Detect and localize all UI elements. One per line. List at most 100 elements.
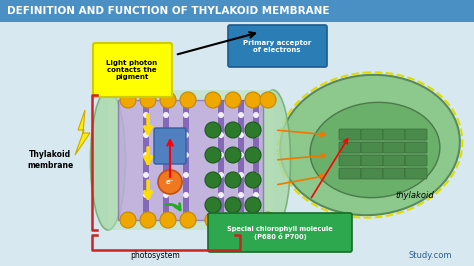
FancyBboxPatch shape — [228, 25, 327, 67]
Ellipse shape — [280, 75, 460, 215]
Circle shape — [140, 212, 156, 228]
Circle shape — [253, 132, 259, 138]
Circle shape — [245, 147, 261, 163]
FancyArrowPatch shape — [166, 204, 180, 210]
Circle shape — [158, 170, 182, 194]
Text: Thylakoid
membrane: Thylakoid membrane — [27, 150, 73, 170]
Circle shape — [143, 192, 149, 198]
FancyBboxPatch shape — [361, 129, 383, 140]
Circle shape — [225, 172, 241, 188]
FancyBboxPatch shape — [154, 128, 186, 164]
FancyBboxPatch shape — [361, 168, 383, 179]
Circle shape — [253, 112, 259, 118]
Text: thylakoid: thylakoid — [395, 190, 434, 200]
Circle shape — [183, 132, 189, 138]
Circle shape — [245, 122, 261, 138]
Circle shape — [245, 172, 261, 188]
Bar — [163, 100, 169, 220]
Circle shape — [253, 192, 259, 198]
FancyBboxPatch shape — [339, 155, 361, 166]
Circle shape — [253, 152, 259, 158]
Circle shape — [245, 92, 261, 108]
Circle shape — [225, 122, 241, 138]
Circle shape — [218, 152, 224, 158]
Bar — [183, 100, 189, 220]
Circle shape — [205, 122, 221, 138]
Circle shape — [238, 132, 244, 138]
Text: DEFINITION AND FUNCTION OF THYLAKOID MEMBRANE: DEFINITION AND FUNCTION OF THYLAKOID MEM… — [7, 6, 329, 16]
Circle shape — [218, 112, 224, 118]
Circle shape — [238, 112, 244, 118]
Circle shape — [238, 172, 244, 178]
FancyBboxPatch shape — [383, 168, 405, 179]
FancyBboxPatch shape — [383, 142, 405, 153]
Ellipse shape — [310, 102, 440, 198]
Circle shape — [238, 212, 244, 218]
Ellipse shape — [91, 90, 126, 230]
Circle shape — [163, 192, 169, 198]
Text: Special chlorophyll molecule
(P680 ó P700): Special chlorophyll molecule (P680 ó P70… — [227, 226, 333, 240]
Circle shape — [245, 197, 261, 213]
Circle shape — [225, 197, 241, 213]
FancyBboxPatch shape — [383, 155, 405, 166]
Circle shape — [143, 132, 149, 138]
Circle shape — [163, 112, 169, 118]
FancyBboxPatch shape — [405, 142, 427, 153]
FancyBboxPatch shape — [93, 43, 172, 97]
Circle shape — [143, 212, 149, 218]
Bar — [218, 100, 224, 220]
Polygon shape — [75, 110, 90, 155]
FancyBboxPatch shape — [361, 155, 383, 166]
Circle shape — [143, 152, 149, 158]
Circle shape — [238, 152, 244, 158]
FancyBboxPatch shape — [208, 213, 352, 252]
Circle shape — [225, 92, 241, 108]
Circle shape — [183, 172, 189, 178]
Circle shape — [238, 192, 244, 198]
Circle shape — [180, 212, 196, 228]
Circle shape — [163, 212, 169, 218]
Bar — [253, 100, 259, 220]
Circle shape — [183, 212, 189, 218]
FancyBboxPatch shape — [405, 168, 427, 179]
Text: Study.com: Study.com — [408, 251, 452, 260]
Circle shape — [143, 112, 149, 118]
FancyBboxPatch shape — [339, 129, 361, 140]
Circle shape — [163, 152, 169, 158]
Ellipse shape — [255, 90, 291, 230]
Circle shape — [180, 92, 196, 108]
Circle shape — [218, 172, 224, 178]
FancyBboxPatch shape — [405, 129, 427, 140]
Text: photosystem: photosystem — [130, 251, 180, 260]
Text: Primary acceptor
of electrons: Primary acceptor of electrons — [243, 39, 311, 52]
Circle shape — [183, 152, 189, 158]
FancyBboxPatch shape — [383, 129, 405, 140]
Bar — [108, 90, 273, 230]
Circle shape — [218, 212, 224, 218]
FancyBboxPatch shape — [339, 168, 361, 179]
Circle shape — [225, 212, 241, 228]
FancyBboxPatch shape — [405, 155, 427, 166]
Circle shape — [205, 172, 221, 188]
Circle shape — [160, 92, 176, 108]
Circle shape — [163, 132, 169, 138]
Circle shape — [205, 147, 221, 163]
Circle shape — [253, 212, 259, 218]
Circle shape — [120, 92, 136, 108]
Circle shape — [140, 92, 156, 108]
Circle shape — [218, 192, 224, 198]
Text: e⁻: e⁻ — [166, 179, 174, 185]
Circle shape — [183, 112, 189, 118]
Circle shape — [253, 172, 259, 178]
Circle shape — [245, 212, 261, 228]
Circle shape — [205, 197, 221, 213]
Circle shape — [260, 92, 276, 108]
FancyBboxPatch shape — [361, 142, 383, 153]
Circle shape — [143, 172, 149, 178]
Circle shape — [163, 172, 169, 178]
Circle shape — [183, 192, 189, 198]
Circle shape — [205, 92, 221, 108]
FancyBboxPatch shape — [339, 142, 361, 153]
Bar — [143, 100, 149, 220]
Bar — [238, 100, 244, 220]
